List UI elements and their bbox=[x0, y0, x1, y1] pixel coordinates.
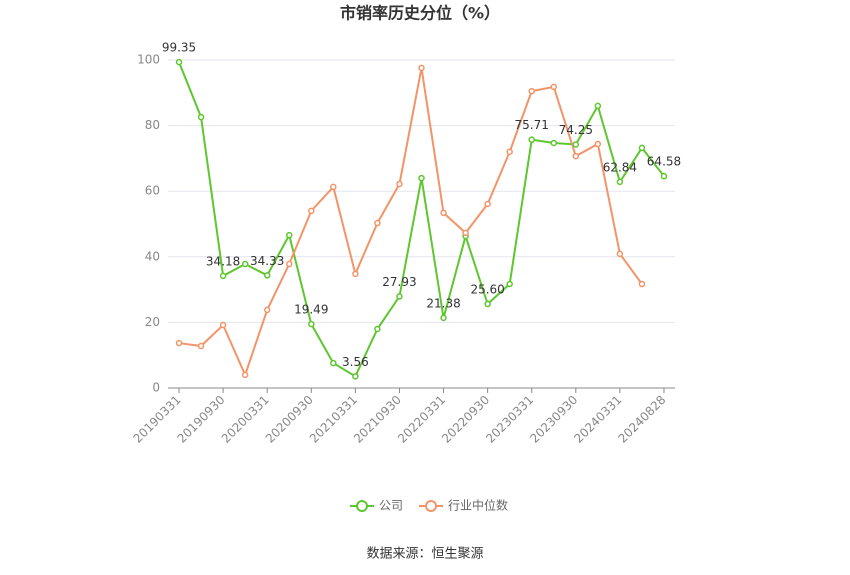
data-point bbox=[440, 314, 447, 322]
data-point bbox=[660, 172, 668, 180]
data-point bbox=[308, 320, 315, 328]
data-point bbox=[352, 373, 359, 380]
data-point bbox=[352, 270, 359, 278]
data-point bbox=[616, 250, 624, 258]
y-tick-label: 0 bbox=[152, 381, 160, 395]
data-point bbox=[638, 280, 646, 288]
data-label: 27.93 bbox=[382, 275, 416, 289]
y-tick-label: 100 bbox=[137, 53, 160, 67]
data-point bbox=[197, 113, 205, 121]
data-label: 25.60 bbox=[470, 283, 504, 297]
y-tick-label: 60 bbox=[145, 184, 160, 198]
y-tick-label: 80 bbox=[145, 118, 160, 132]
data-label: 34.33 bbox=[250, 254, 284, 268]
data-label: 99.35 bbox=[162, 41, 196, 55]
data-label: 75.71 bbox=[515, 118, 549, 132]
legend-marker bbox=[356, 500, 368, 512]
data-point bbox=[396, 180, 403, 188]
data-point bbox=[484, 200, 491, 208]
data-point bbox=[594, 140, 602, 148]
data-point bbox=[484, 300, 491, 308]
data-point bbox=[197, 342, 205, 350]
data-point bbox=[572, 141, 580, 148]
legend-label[interactable]: 公司 bbox=[379, 499, 403, 513]
y-tick-label: 40 bbox=[145, 249, 160, 263]
data-label: 21.38 bbox=[426, 296, 460, 310]
data-point bbox=[462, 229, 469, 237]
data-point bbox=[506, 148, 513, 156]
data-point bbox=[440, 209, 447, 217]
data-label: 3.56 bbox=[342, 355, 369, 369]
data-point bbox=[528, 87, 535, 95]
data-label: 62.84 bbox=[603, 160, 637, 174]
data-point bbox=[330, 359, 337, 367]
series-line bbox=[178, 61, 665, 378]
data-point bbox=[263, 272, 271, 279]
x-tick-label: 20240828 bbox=[615, 393, 668, 446]
legend-marker bbox=[425, 500, 438, 512]
data-point bbox=[616, 178, 624, 186]
data-point bbox=[418, 64, 425, 72]
data-point bbox=[263, 306, 271, 314]
data-point bbox=[285, 260, 293, 268]
data-point bbox=[219, 272, 227, 280]
data-label: 19.49 bbox=[294, 303, 328, 317]
data-point bbox=[506, 280, 513, 288]
data-point bbox=[550, 139, 558, 147]
data-point bbox=[374, 219, 381, 227]
data-label: 64.58 bbox=[647, 155, 681, 169]
data-point bbox=[308, 207, 315, 215]
source-note: 数据来源：恒生聚源 bbox=[366, 547, 483, 562]
data-point bbox=[638, 144, 646, 152]
data-point bbox=[594, 102, 602, 110]
data-point bbox=[374, 325, 381, 333]
data-point bbox=[418, 174, 425, 182]
data-point bbox=[550, 83, 558, 91]
data-point bbox=[528, 136, 535, 143]
series-line bbox=[178, 67, 643, 378]
data-point bbox=[330, 183, 337, 191]
data-point bbox=[175, 339, 183, 347]
data-label: 74.25 bbox=[559, 123, 593, 137]
data-point bbox=[241, 371, 249, 379]
data-point bbox=[175, 58, 183, 66]
data-point bbox=[219, 321, 227, 329]
data-point bbox=[241, 260, 249, 268]
data-point bbox=[285, 231, 293, 239]
data-label: 34.18 bbox=[206, 254, 240, 268]
legend-label[interactable]: 行业中位数 bbox=[448, 498, 508, 513]
data-point bbox=[572, 152, 580, 160]
y-tick-label: 20 bbox=[145, 315, 160, 329]
data-point bbox=[396, 293, 403, 300]
chart-title: 市销率历史分位（%） bbox=[340, 4, 500, 23]
